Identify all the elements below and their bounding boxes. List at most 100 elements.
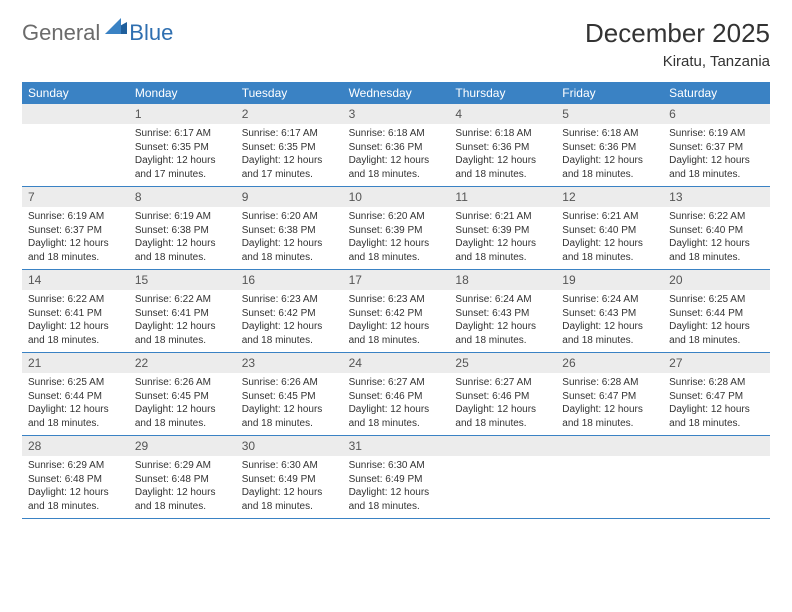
day-number: 9 [236, 187, 343, 207]
daylight-text: Daylight: 12 hours and 18 minutes. [349, 237, 444, 264]
daylight-text: Daylight: 12 hours and 18 minutes. [669, 320, 764, 347]
day-cell: 30Sunrise: 6:30 AMSunset: 6:49 PMDayligh… [236, 436, 343, 518]
sunrise-text: Sunrise: 6:19 AM [669, 127, 764, 141]
sunrise-text: Sunrise: 6:29 AM [135, 459, 230, 473]
day-cell: 21Sunrise: 6:25 AMSunset: 6:44 PMDayligh… [22, 353, 129, 435]
sunset-text: Sunset: 6:40 PM [562, 224, 657, 238]
sunrise-text: Sunrise: 6:26 AM [242, 376, 337, 390]
day-number: 24 [343, 353, 450, 373]
sunrise-text: Sunrise: 6:23 AM [349, 293, 444, 307]
day-cell: 10Sunrise: 6:20 AMSunset: 6:39 PMDayligh… [343, 187, 450, 269]
sunset-text: Sunset: 6:49 PM [242, 473, 337, 487]
sunset-text: Sunset: 6:39 PM [349, 224, 444, 238]
day-number: 3 [343, 104, 450, 124]
daylight-text: Daylight: 12 hours and 18 minutes. [349, 486, 444, 513]
day-cell: 18Sunrise: 6:24 AMSunset: 6:43 PMDayligh… [449, 270, 556, 352]
day-number: 7 [22, 187, 129, 207]
sunrise-text: Sunrise: 6:17 AM [242, 127, 337, 141]
sunrise-text: Sunrise: 6:22 AM [28, 293, 123, 307]
day-body: Sunrise: 6:27 AMSunset: 6:46 PMDaylight:… [343, 373, 450, 434]
daylight-text: Daylight: 12 hours and 18 minutes. [669, 154, 764, 181]
daylight-text: Daylight: 12 hours and 18 minutes. [455, 237, 550, 264]
day-body: Sunrise: 6:21 AMSunset: 6:39 PMDaylight:… [449, 207, 556, 268]
weekday-monday: Monday [129, 82, 236, 104]
day-body: Sunrise: 6:27 AMSunset: 6:46 PMDaylight:… [449, 373, 556, 434]
day-number: 31 [343, 436, 450, 456]
daylight-text: Daylight: 12 hours and 18 minutes. [135, 237, 230, 264]
week-row: 14Sunrise: 6:22 AMSunset: 6:41 PMDayligh… [22, 270, 770, 353]
sunset-text: Sunset: 6:41 PM [28, 307, 123, 321]
daylight-text: Daylight: 12 hours and 17 minutes. [242, 154, 337, 181]
day-body: Sunrise: 6:26 AMSunset: 6:45 PMDaylight:… [129, 373, 236, 434]
daylight-text: Daylight: 12 hours and 18 minutes. [28, 320, 123, 347]
sunset-text: Sunset: 6:42 PM [349, 307, 444, 321]
day-number: 17 [343, 270, 450, 290]
day-body: Sunrise: 6:25 AMSunset: 6:44 PMDaylight:… [22, 373, 129, 434]
day-cell: 11Sunrise: 6:21 AMSunset: 6:39 PMDayligh… [449, 187, 556, 269]
day-cell: 14Sunrise: 6:22 AMSunset: 6:41 PMDayligh… [22, 270, 129, 352]
day-number [22, 104, 129, 124]
day-number: 18 [449, 270, 556, 290]
day-body: Sunrise: 6:29 AMSunset: 6:48 PMDaylight:… [22, 456, 129, 517]
sunrise-text: Sunrise: 6:25 AM [669, 293, 764, 307]
day-body: Sunrise: 6:20 AMSunset: 6:38 PMDaylight:… [236, 207, 343, 268]
day-cell: 27Sunrise: 6:28 AMSunset: 6:47 PMDayligh… [663, 353, 770, 435]
day-number: 4 [449, 104, 556, 124]
sunrise-text: Sunrise: 6:18 AM [562, 127, 657, 141]
daylight-text: Daylight: 12 hours and 18 minutes. [349, 154, 444, 181]
logo-text-blue: Blue [129, 20, 173, 46]
weekday-tuesday: Tuesday [236, 82, 343, 104]
sunrise-text: Sunrise: 6:22 AM [135, 293, 230, 307]
day-body: Sunrise: 6:28 AMSunset: 6:47 PMDaylight:… [663, 373, 770, 434]
daylight-text: Daylight: 12 hours and 18 minutes. [242, 237, 337, 264]
day-cell: 23Sunrise: 6:26 AMSunset: 6:45 PMDayligh… [236, 353, 343, 435]
day-number: 21 [22, 353, 129, 373]
day-cell: 8Sunrise: 6:19 AMSunset: 6:38 PMDaylight… [129, 187, 236, 269]
day-number: 8 [129, 187, 236, 207]
day-number: 29 [129, 436, 236, 456]
weekday-friday: Friday [556, 82, 663, 104]
sunrise-text: Sunrise: 6:21 AM [562, 210, 657, 224]
daylight-text: Daylight: 12 hours and 18 minutes. [562, 320, 657, 347]
day-cell: 1Sunrise: 6:17 AMSunset: 6:35 PMDaylight… [129, 104, 236, 186]
sunset-text: Sunset: 6:44 PM [28, 390, 123, 404]
weekday-saturday: Saturday [663, 82, 770, 104]
daylight-text: Daylight: 12 hours and 17 minutes. [135, 154, 230, 181]
sunset-text: Sunset: 6:42 PM [242, 307, 337, 321]
day-body: Sunrise: 6:18 AMSunset: 6:36 PMDaylight:… [556, 124, 663, 185]
day-number: 13 [663, 187, 770, 207]
sunrise-text: Sunrise: 6:21 AM [455, 210, 550, 224]
day-cell: 3Sunrise: 6:18 AMSunset: 6:36 PMDaylight… [343, 104, 450, 186]
sunrise-text: Sunrise: 6:27 AM [455, 376, 550, 390]
daylight-text: Daylight: 12 hours and 18 minutes. [242, 403, 337, 430]
day-body: Sunrise: 6:20 AMSunset: 6:39 PMDaylight:… [343, 207, 450, 268]
logo-text-general: General [22, 20, 100, 46]
day-body: Sunrise: 6:23 AMSunset: 6:42 PMDaylight:… [236, 290, 343, 351]
day-number: 5 [556, 104, 663, 124]
day-cell: 12Sunrise: 6:21 AMSunset: 6:40 PMDayligh… [556, 187, 663, 269]
sunset-text: Sunset: 6:48 PM [135, 473, 230, 487]
sunrise-text: Sunrise: 6:24 AM [562, 293, 657, 307]
day-cell: 24Sunrise: 6:27 AMSunset: 6:46 PMDayligh… [343, 353, 450, 435]
day-body: Sunrise: 6:18 AMSunset: 6:36 PMDaylight:… [343, 124, 450, 185]
day-body: Sunrise: 6:24 AMSunset: 6:43 PMDaylight:… [556, 290, 663, 351]
daylight-text: Daylight: 12 hours and 18 minutes. [562, 403, 657, 430]
week-row: 1Sunrise: 6:17 AMSunset: 6:35 PMDaylight… [22, 104, 770, 187]
day-body: Sunrise: 6:22 AMSunset: 6:40 PMDaylight:… [663, 207, 770, 268]
week-row: 7Sunrise: 6:19 AMSunset: 6:37 PMDaylight… [22, 187, 770, 270]
sunrise-text: Sunrise: 6:19 AM [135, 210, 230, 224]
day-body: Sunrise: 6:17 AMSunset: 6:35 PMDaylight:… [129, 124, 236, 185]
sunrise-text: Sunrise: 6:28 AM [669, 376, 764, 390]
day-body: Sunrise: 6:29 AMSunset: 6:48 PMDaylight:… [129, 456, 236, 517]
day-cell [22, 104, 129, 186]
weekday-row: SundayMondayTuesdayWednesdayThursdayFrid… [22, 82, 770, 104]
week-row: 21Sunrise: 6:25 AMSunset: 6:44 PMDayligh… [22, 353, 770, 436]
day-number: 22 [129, 353, 236, 373]
day-number [663, 436, 770, 456]
sunset-text: Sunset: 6:38 PM [242, 224, 337, 238]
day-body: Sunrise: 6:26 AMSunset: 6:45 PMDaylight:… [236, 373, 343, 434]
day-number: 30 [236, 436, 343, 456]
sunset-text: Sunset: 6:47 PM [562, 390, 657, 404]
day-cell: 15Sunrise: 6:22 AMSunset: 6:41 PMDayligh… [129, 270, 236, 352]
day-cell: 6Sunrise: 6:19 AMSunset: 6:37 PMDaylight… [663, 104, 770, 186]
